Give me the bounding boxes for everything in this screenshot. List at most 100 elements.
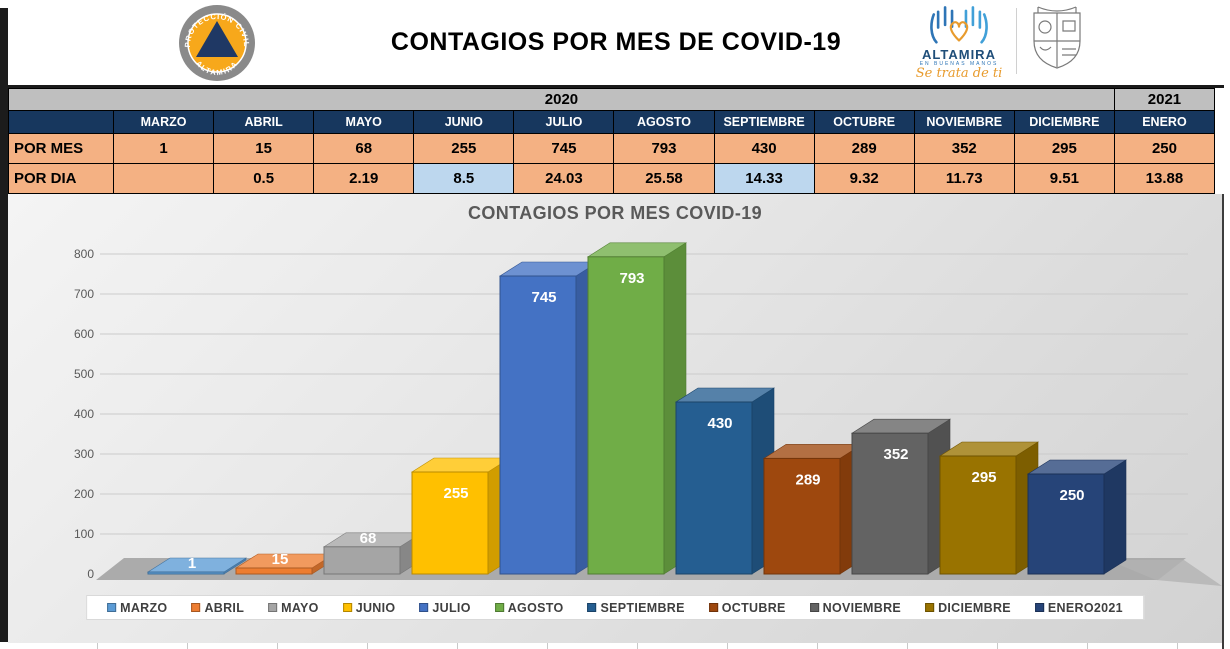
y-tick-label: 300	[74, 447, 94, 461]
bar-value-label: 289	[795, 471, 820, 488]
sheet: PROTECCIÓN CIVIL ALTAMIRA CONTAGIOS POR …	[8, 0, 1224, 649]
legend-item-SEPTIEMBRE: SEPTIEMBRE	[587, 601, 684, 615]
logo-divider	[1016, 8, 1017, 74]
legend-swatch-icon	[419, 603, 429, 612]
page-title: CONTAGIOS POR MES DE COVID-19	[390, 28, 842, 56]
month-header-cell: JULIO	[514, 110, 615, 133]
bar-SEPTIEMBRE: 430	[674, 387, 776, 575]
bar-value-label: 255	[443, 485, 468, 502]
bar-DICIEMBRE: 295	[938, 441, 1040, 575]
chart-section: CONTAGIOS POR MES COVID-19 0 100 200 300 400…	[8, 194, 1224, 649]
legend-swatch-icon	[708, 603, 718, 612]
legend-label: MARZO	[120, 600, 168, 615]
bar-value-label: 745	[531, 289, 556, 306]
legend-item-NOVIEMBRE: NOVIEMBRE	[809, 600, 902, 615]
y-tick-label: 700	[74, 287, 94, 301]
por-dia-cell: 0.5	[214, 163, 315, 193]
bar-MARZO: 1	[146, 555, 248, 575]
altamira-brand-logo: ALTAMIRA EN BUENAS MANOS Se trata de ti	[904, 4, 1014, 84]
legend-item-MAYO: MAYO	[268, 601, 319, 615]
y-tick-label: 800	[74, 247, 94, 261]
month-header-cell: AGOSTO	[614, 110, 715, 133]
y-tick-label: 100	[74, 527, 94, 541]
bar-ABRIL: 15	[234, 551, 336, 575]
bar-AGOSTO: 793	[586, 242, 688, 575]
floor-shadow	[1108, 560, 1222, 586]
por-dia-cell: 9.51	[1014, 163, 1115, 193]
bar-value-label: 1	[188, 555, 196, 572]
por-mes-cell: 68	[314, 133, 415, 163]
bar-ENERO2021: 250	[1026, 459, 1128, 575]
legend-label: OCTUBRE	[721, 600, 786, 615]
covid-bar-chart: 0 100 200 300 400 500 600 700 800 1 15 68 255 745 793 4…	[74, 242, 1222, 586]
bar-value-label: 352	[883, 446, 908, 463]
altamira-tagline: EN BUENAS MANOS	[919, 61, 999, 67]
month-header-cell: ENERO	[1114, 110, 1215, 133]
por-mes-cell: 352	[914, 133, 1015, 163]
por-dia-cell: 14.33	[714, 163, 815, 193]
bar-OCTUBRE: 289	[762, 443, 864, 575]
bar-MAYO: 68	[322, 530, 424, 575]
spreadsheet-cells-strip	[8, 643, 1222, 649]
month-header-cell: SEPTIEMBRE	[714, 110, 815, 133]
month-header-cell: MAYO	[314, 110, 415, 133]
legend-label: MAYO	[281, 600, 319, 615]
y-tick-label: 0	[87, 567, 94, 581]
legend-label: DICIEMBRE	[938, 600, 1011, 615]
legend-item-DICIEMBRE: DICIEMBRE	[925, 601, 1011, 615]
bar-value-label: 250	[1059, 487, 1084, 504]
por-dia-cell: 25.58	[614, 163, 715, 193]
por-dia-cell: 9.32	[814, 163, 915, 193]
row-label-por-mes: POR MES	[9, 133, 114, 163]
legend-swatch-icon	[107, 603, 117, 612]
por-mes-cell: 1	[114, 133, 215, 163]
por-mes-cell: 15	[214, 133, 315, 163]
altamira-wordmark: ALTAMIRA	[922, 47, 996, 62]
bar-value-label: 68	[360, 530, 377, 547]
bar-value-label: 430	[707, 415, 732, 432]
legend-item-AGOSTO: AGOSTO	[494, 600, 564, 615]
legend-label: JULIO	[432, 600, 471, 615]
legend-item-MARZO: MARZO	[107, 601, 167, 615]
month-header-cell: ABRIL	[214, 110, 315, 133]
bar-JUNIO: 255	[410, 457, 512, 575]
bar-JULIO: 745	[498, 261, 600, 575]
altamira-slogan: Se trata de ti	[915, 66, 1003, 81]
y-tick-label: 200	[74, 487, 94, 501]
legend-swatch-icon	[494, 603, 504, 612]
proteccion-civil-badge-icon: PROTECCIÓN CIVIL ALTAMIRA	[179, 5, 255, 81]
chart-title: CONTAGIOS POR MES COVID-19	[467, 203, 763, 223]
legend-swatch-icon	[342, 603, 352, 612]
por-mes-cell: 289	[814, 133, 915, 163]
legend-label: SEPTIEMBRE	[600, 600, 685, 615]
legend-swatch-icon	[1034, 603, 1044, 612]
bar-value-label: 295	[971, 469, 996, 486]
month-header-cell: OCTUBRE	[814, 110, 915, 133]
legend-swatch-icon	[809, 603, 819, 612]
legend-item-OCTUBRE: OCTUBRE	[708, 600, 786, 615]
legend-item-JULIO: JULIO	[419, 601, 470, 615]
por-mes-cell: 250	[1114, 133, 1215, 163]
sheet-left-border	[0, 8, 8, 642]
report-header: PROTECCIÓN CIVIL ALTAMIRA CONTAGIOS POR …	[8, 0, 1224, 88]
bar-NOVIEMBRE: 352	[850, 418, 952, 575]
por-mes-cell: 745	[514, 133, 615, 163]
legend-label: AGOSTO	[507, 600, 564, 615]
year-band-2021: 2021	[1113, 88, 1215, 110]
covid-data-table: 2020 2021 MARZO ABRIL MAYO JUNIO JULIO AGOSTO…	[8, 88, 1215, 194]
row-label-por-dia: POR DIA	[9, 163, 114, 193]
month-header-cell: JUNIO	[414, 110, 515, 133]
legend-label: NOVIEMBRE	[822, 600, 902, 615]
por-dia-cell: 24.03	[514, 163, 615, 193]
por-dia-cell	[114, 163, 215, 193]
por-dia-cell: 13.88	[1114, 163, 1215, 193]
por-dia-cell: 2.19	[314, 163, 415, 193]
legend-label: ABRIL	[204, 600, 245, 615]
legend-swatch-icon	[925, 603, 935, 612]
legend-item-ABRIL: ABRIL	[191, 601, 244, 615]
chart-legend: MARZO ABRIL MAYO JUNIO JULIO AGOSTO SEPTIEMBRE…	[86, 595, 1144, 620]
por-mes-cell: 430	[714, 133, 815, 163]
bar-value-label: 15	[272, 551, 289, 568]
legend-swatch-icon	[191, 603, 201, 612]
legend-label: ENERO2021	[1047, 600, 1123, 615]
